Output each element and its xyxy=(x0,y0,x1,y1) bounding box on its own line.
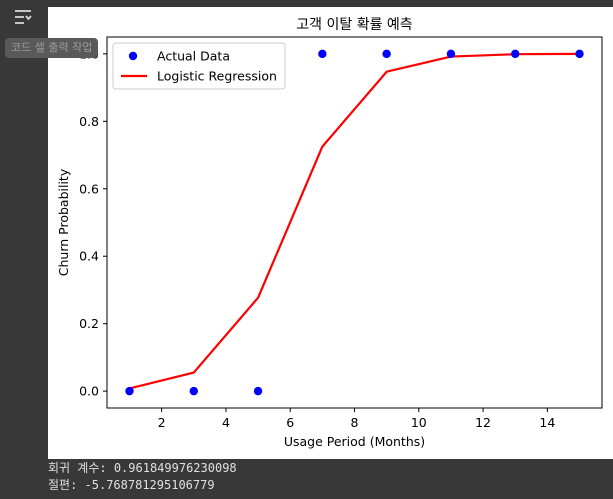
legend-label-regression: Logistic Regression xyxy=(157,69,277,84)
console-output: 회귀 계수: 0.961849976230098 절편: -5.76878129… xyxy=(48,459,613,499)
x-tick-label: 8 xyxy=(351,415,359,430)
output-actions-tooltip: 코드 셀 출력 작업 xyxy=(5,38,99,58)
data-point xyxy=(318,49,327,59)
data-point xyxy=(446,49,456,59)
data-point xyxy=(189,386,198,396)
chart-title: 고객 이탈 확률 예측 xyxy=(296,17,413,33)
plot-frame xyxy=(106,36,603,409)
data-point xyxy=(382,49,391,59)
console-line-coefficient: 회귀 계수: 0.961849976230098 xyxy=(48,461,237,475)
x-tick-label: 14 xyxy=(539,415,555,430)
console-line-intercept: 절편: -5.768781295106779 xyxy=(48,478,215,492)
x-tick-label: 4 xyxy=(222,415,230,430)
x-tick-label: 12 xyxy=(475,415,491,430)
y-tick-label: 0.4 xyxy=(79,249,99,264)
legend-marker-actual xyxy=(128,51,138,61)
legend-box xyxy=(112,42,286,90)
y-tick-label: 0.6 xyxy=(79,181,99,196)
y-axis-label: Churn Probability xyxy=(56,168,71,276)
output-collapse-icon[interactable] xyxy=(11,6,35,28)
x-axis-label: Usage Period (Months) xyxy=(284,434,425,449)
data-point xyxy=(511,49,520,59)
cell-gutter xyxy=(0,0,48,498)
data-point xyxy=(125,386,134,396)
data-point xyxy=(575,49,584,59)
x-tick-label: 6 xyxy=(286,415,294,430)
x-tick-label: 10 xyxy=(411,415,427,430)
legend-label-actual: Actual Data xyxy=(157,49,230,64)
y-tick-label: 0.8 xyxy=(79,114,99,129)
y-tick-label: 0.2 xyxy=(79,316,99,331)
data-point xyxy=(253,386,263,396)
y-tick-label: 0.0 xyxy=(79,384,99,399)
regression-line xyxy=(129,52,580,390)
x-tick-label: 2 xyxy=(158,415,166,430)
